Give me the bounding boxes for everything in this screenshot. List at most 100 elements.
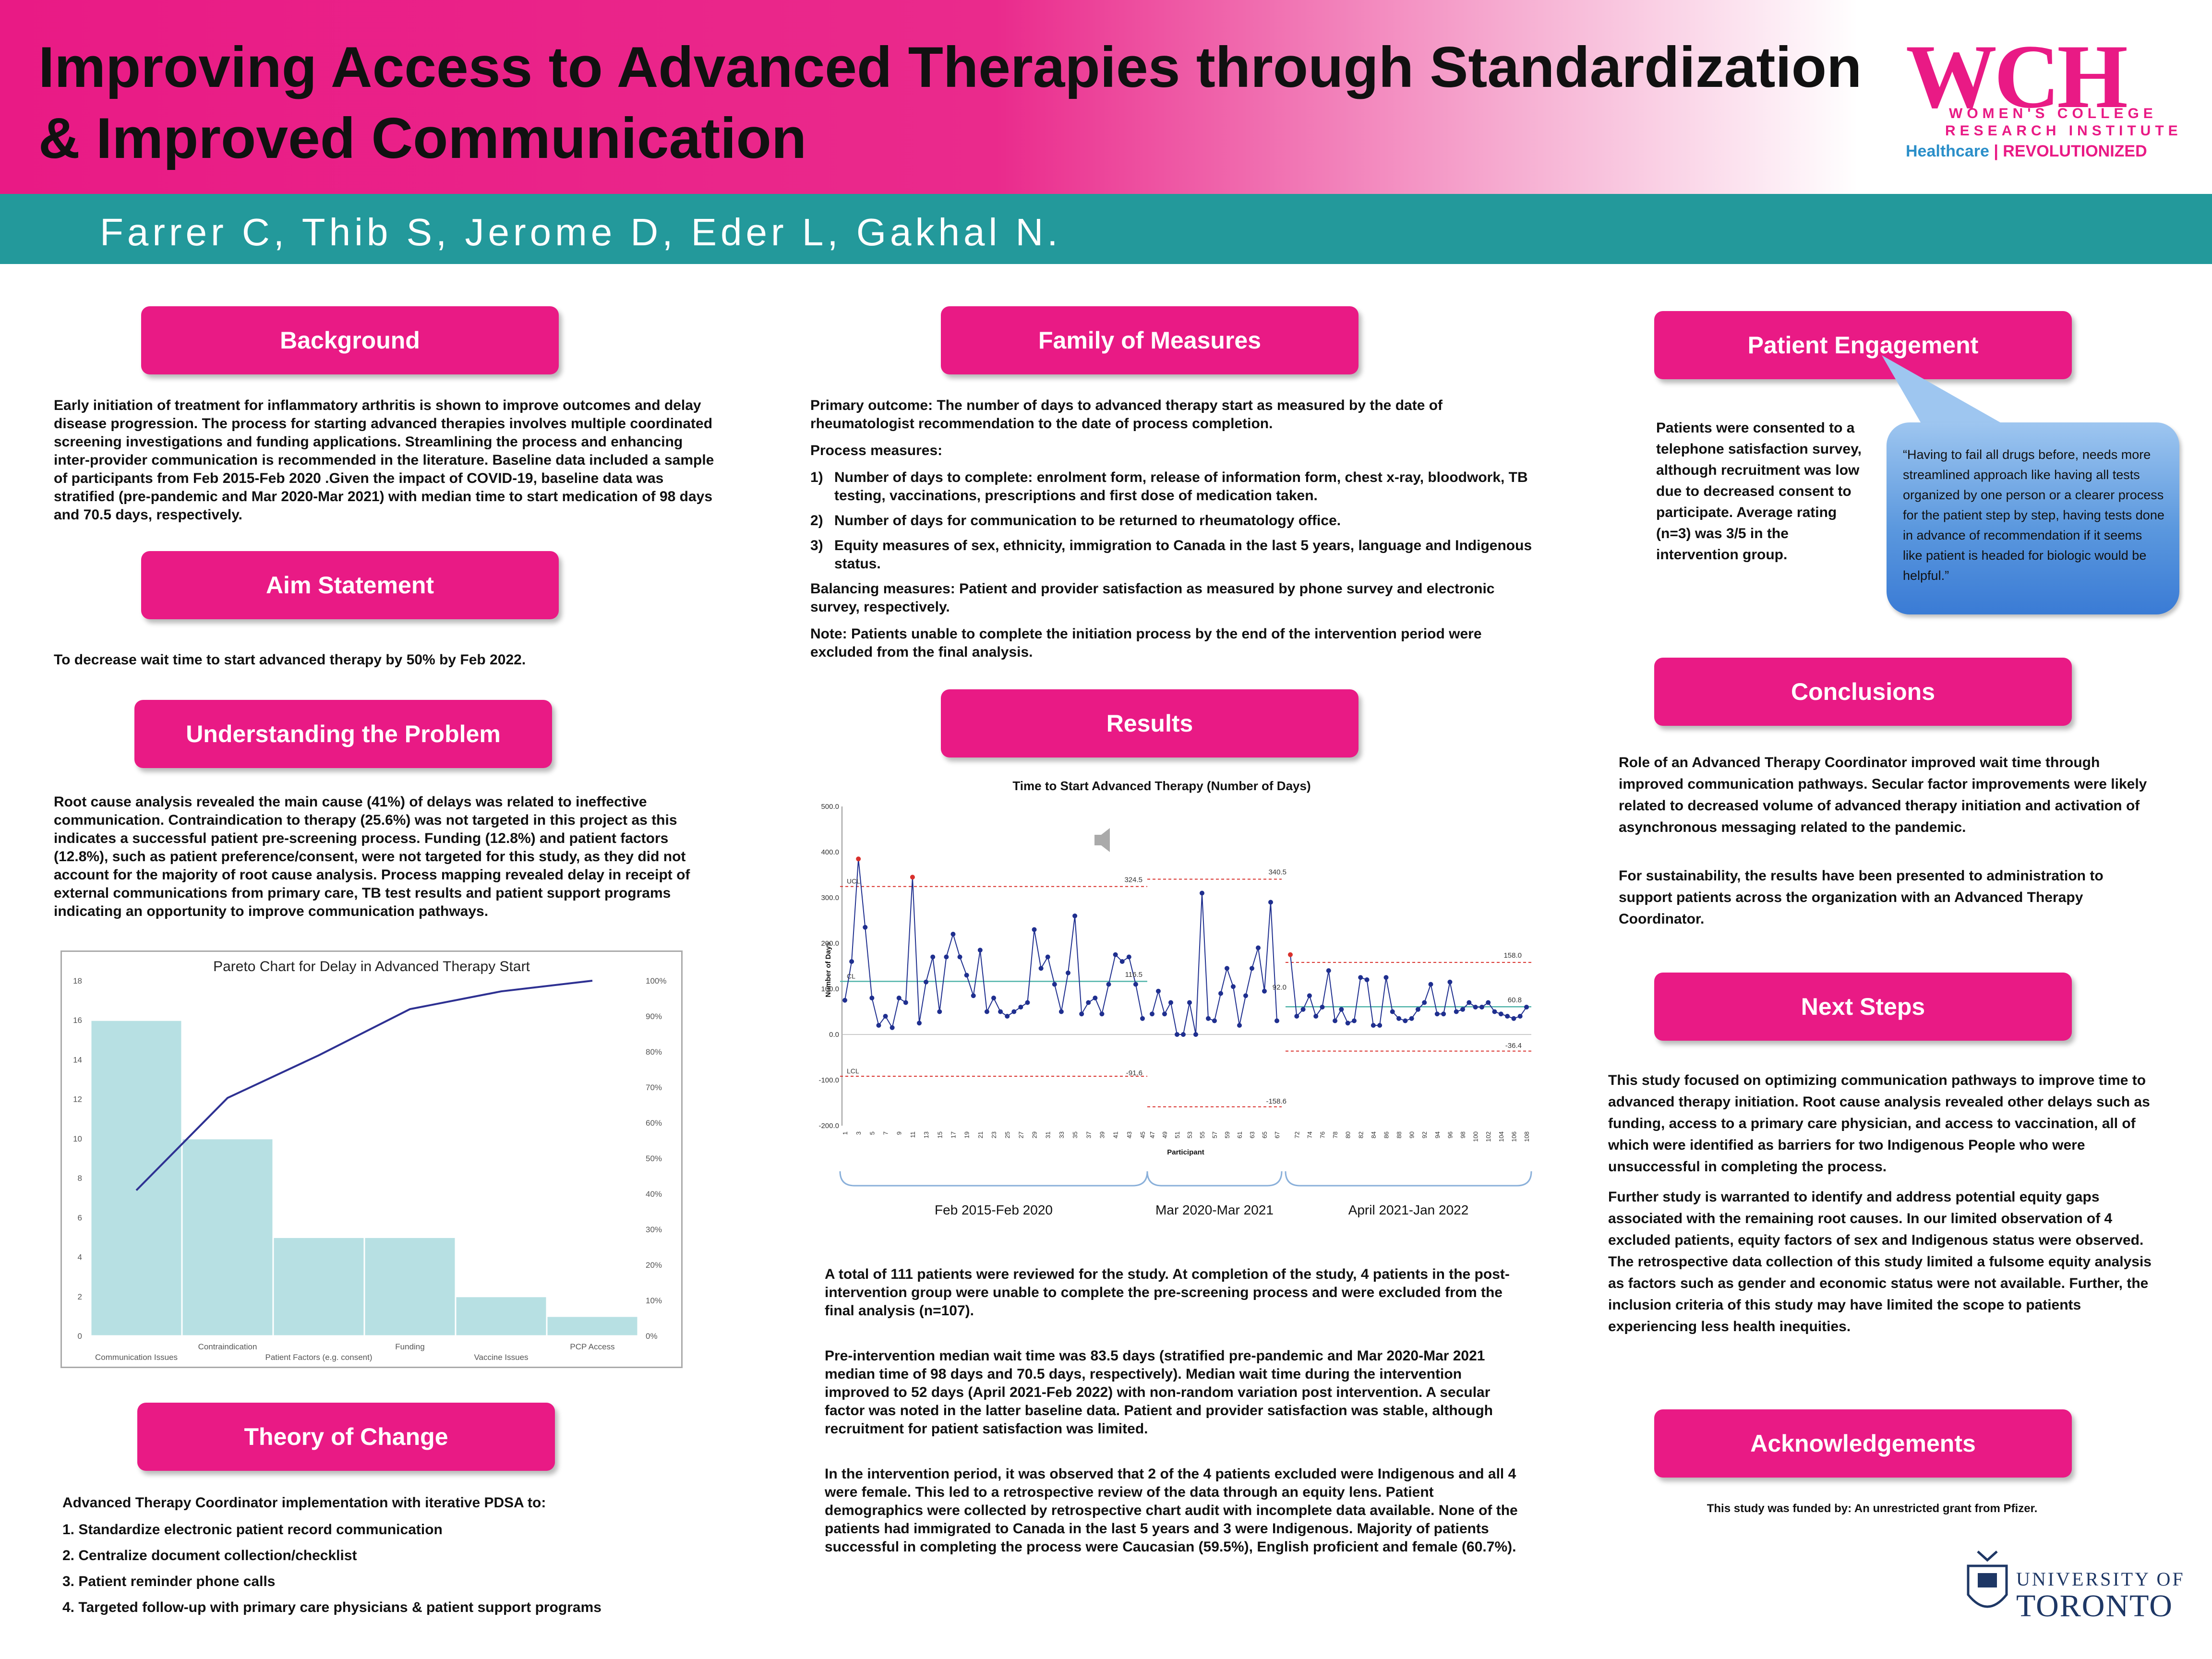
run-chart-point: [1106, 982, 1111, 987]
conclusions-p1: Role of an Advanced Therapy Coordinator …: [1619, 755, 2147, 835]
run-chart-point: [1243, 993, 1248, 998]
run-chart-point: [1390, 1009, 1395, 1014]
run-chart-point: [1250, 966, 1254, 971]
run-chart-point: [863, 925, 868, 930]
run-chart-ucl-label: UCL: [847, 878, 860, 885]
acknowledgements-heading: Acknowledgements: [1654, 1409, 2072, 1478]
run-chart-point: [1237, 1023, 1242, 1028]
uoft-logo: UNIVERSITY OF TORONTO: [1963, 1547, 2194, 1628]
run-chart-x-tick: 5: [868, 1131, 876, 1135]
authors: Farrer C, Thib S, Jerome D, Eder L, Gakh…: [100, 211, 1062, 253]
run-chart-x-tick: 86: [1382, 1131, 1390, 1138]
run-chart-x-tick: 88: [1395, 1131, 1403, 1138]
run-chart-x-tick: 19: [963, 1131, 971, 1138]
run-chart-point: [917, 1021, 922, 1026]
run-chart-point: [1099, 1011, 1105, 1017]
measures-item-number: 1): [810, 469, 823, 485]
run-chart-x-tick: 67: [1274, 1131, 1281, 1138]
pareto-bar: [546, 1315, 639, 1337]
run-chart-title: Time to Start Advanced Therapy (Number o…: [1012, 779, 1310, 793]
uoft-crest-icon: [1967, 1551, 2008, 1608]
run-chart-value-label: 60.8: [1508, 996, 1522, 1004]
run-chart-point: [1370, 1023, 1376, 1028]
header-banner: [0, 0, 2212, 194]
conclusions-p2: For sustainability, the results have bee…: [1619, 868, 2104, 927]
run-chart-point: [998, 1009, 1003, 1014]
run-chart-point: [1156, 988, 1161, 994]
run-chart-value-label: -158.6: [1266, 1097, 1286, 1106]
pareto-y-tick: 2: [78, 1292, 82, 1301]
run-chart-x-tick: 76: [1319, 1131, 1326, 1138]
run-chart-point: [1066, 970, 1070, 975]
run-chart-point: [937, 1009, 942, 1014]
run-chart-point: [1313, 1014, 1319, 1019]
run-chart-x-tick: 23: [990, 1131, 998, 1138]
run-chart-lcl-label: LCL: [847, 1067, 859, 1075]
run-chart-x-tick: 98: [1459, 1131, 1467, 1138]
logo-line-1: WOMEN'S COLLEGE: [1949, 106, 2157, 121]
pareto-y2-tick: 80%: [646, 1047, 662, 1057]
run-chart-point: [1256, 945, 1261, 950]
logo-tagline: Healthcare | REVOLUTIONIZED: [1906, 142, 2147, 160]
next-steps-p1: This study focused on optimizing communi…: [1608, 1072, 2150, 1175]
run-chart-point: [964, 973, 969, 978]
run-chart-cl-label: CL: [847, 972, 855, 980]
pareto-category-label: PCP Access: [570, 1342, 614, 1351]
run-chart-x-tick: 90: [1408, 1131, 1416, 1138]
run-chart-series-line: [1290, 954, 1527, 1026]
run-chart-period-label: Mar 2020-Mar 2021: [1155, 1202, 1274, 1217]
run-chart-series-line: [844, 859, 1143, 1029]
run-chart-point: [1038, 966, 1044, 971]
measures-process-label: Process measures:: [810, 443, 943, 458]
run-chart-x-tick: 31: [1045, 1131, 1052, 1138]
pareto-bar: [455, 1296, 548, 1337]
run-chart-point: [1200, 890, 1204, 896]
theory-intro: Advanced Therapy Coordinator implementat…: [62, 1495, 546, 1511]
wch-logo-mark: WCH: [1906, 26, 2128, 127]
pareto-title: Pareto Chart for Delay in Advanced Thera…: [213, 959, 530, 974]
run-chart-point: [1377, 1023, 1382, 1028]
run-chart-x-tick: 59: [1224, 1131, 1231, 1138]
run-chart-x-tick: 29: [1031, 1131, 1038, 1138]
run-chart-point: [1093, 996, 1098, 1000]
authors-band: [0, 194, 2212, 264]
run-chart-point: [1383, 975, 1389, 980]
run-chart-x-tick: 37: [1085, 1131, 1092, 1138]
run-chart-x-tick: 96: [1446, 1131, 1454, 1138]
run-chart-x-tick: 41: [1112, 1131, 1119, 1138]
run-chart-point: [1126, 954, 1131, 960]
measures-item-text: Number of days to complete: enrolment fo…: [834, 469, 1528, 504]
pareto-y2-tick: 90%: [646, 1012, 662, 1021]
run-chart-point: [1505, 1014, 1510, 1019]
run-chart-x-tick: 39: [1098, 1131, 1106, 1138]
run-chart-point: [1018, 1005, 1023, 1010]
aim-text: To decrease wait time to start advanced …: [54, 652, 526, 668]
uoft-line-1: UNIVERSITY OF: [2016, 1568, 2185, 1590]
control-chart-svg: Time to Start Advanced Therapy (Number o…: [818, 779, 1532, 1217]
run-chart-period-label: Feb 2015-Feb 2020: [935, 1202, 1053, 1217]
run-chart-x-tick: 84: [1370, 1131, 1377, 1138]
speaker-icon: [1094, 828, 1110, 852]
problem-heading: Understanding the Problem: [134, 700, 552, 768]
run-chart-point: [1113, 952, 1118, 957]
run-chart-value-label: 158.0: [1503, 951, 1522, 960]
run-chart-point: [1162, 1011, 1167, 1017]
run-chart-point: [896, 996, 902, 1000]
acknowledgements-text: This study was funded by: An unrestricte…: [1707, 1502, 2038, 1515]
pareto-category-label: Vaccine Issues: [474, 1353, 528, 1362]
run-chart-x-tick: 55: [1199, 1131, 1206, 1138]
run-chart-point: [1300, 1007, 1306, 1012]
run-chart-point: [1231, 984, 1236, 989]
run-chart-x-tick: 108: [1523, 1131, 1530, 1142]
run-chart-value-label: 92.0: [1273, 984, 1286, 992]
run-chart-point: [1358, 975, 1363, 980]
run-chart-x-label: Participant: [1167, 1148, 1204, 1156]
run-chart-y-tick: -200.0: [818, 1122, 839, 1130]
run-chart-y-tick: 100.0: [821, 985, 839, 993]
theory-item: 2. Centralize document collection/checkl…: [62, 1548, 357, 1563]
run-chart-x-tick: 49: [1161, 1131, 1168, 1138]
run-chart-x-tick: 53: [1186, 1131, 1193, 1138]
theory-heading: Theory of Change: [137, 1403, 555, 1471]
background-heading: Background: [141, 306, 559, 374]
patient-quote-bubble: “Having to fail all drugs before, needs …: [1887, 422, 2179, 614]
